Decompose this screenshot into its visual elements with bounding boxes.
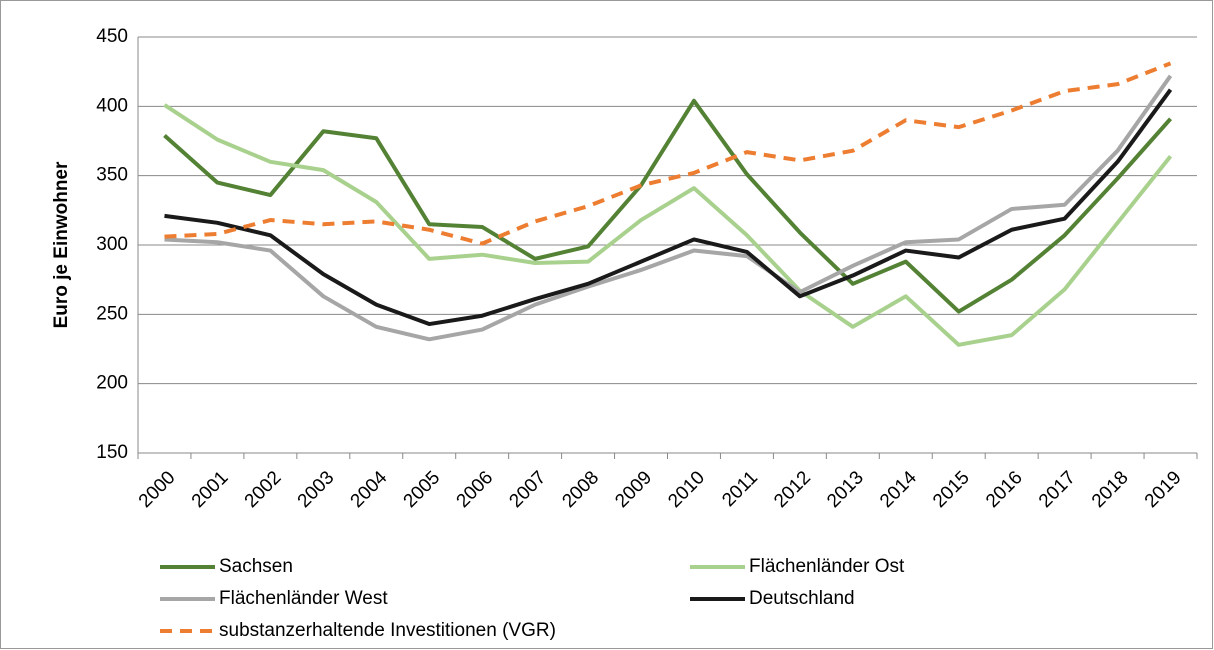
legend-label: Deutschland bbox=[749, 588, 855, 609]
legend-label: Sachsen bbox=[219, 556, 293, 577]
y-tick-label: 200 bbox=[96, 373, 128, 394]
y-tick-label: 250 bbox=[96, 303, 128, 324]
series-line bbox=[164, 61, 1172, 246]
y-tick-label: 450 bbox=[96, 26, 128, 47]
y-tick-label: 350 bbox=[96, 165, 128, 186]
y-tick-label: 150 bbox=[96, 442, 128, 463]
series-line bbox=[164, 88, 1173, 327]
legend-label: Flächenländer Ost bbox=[749, 556, 905, 577]
y-tick-label: 300 bbox=[96, 234, 128, 255]
legend-label: substanzerhaltende Investitionen (VGR) bbox=[219, 620, 556, 641]
y-axis-label: Euro je Einwohner bbox=[51, 161, 72, 328]
series-line bbox=[164, 74, 1173, 342]
legend-label: Flächenländer West bbox=[219, 588, 388, 609]
series-line bbox=[163, 103, 1173, 347]
series-line bbox=[163, 98, 1173, 314]
y-tick-label: 400 bbox=[96, 95, 128, 116]
